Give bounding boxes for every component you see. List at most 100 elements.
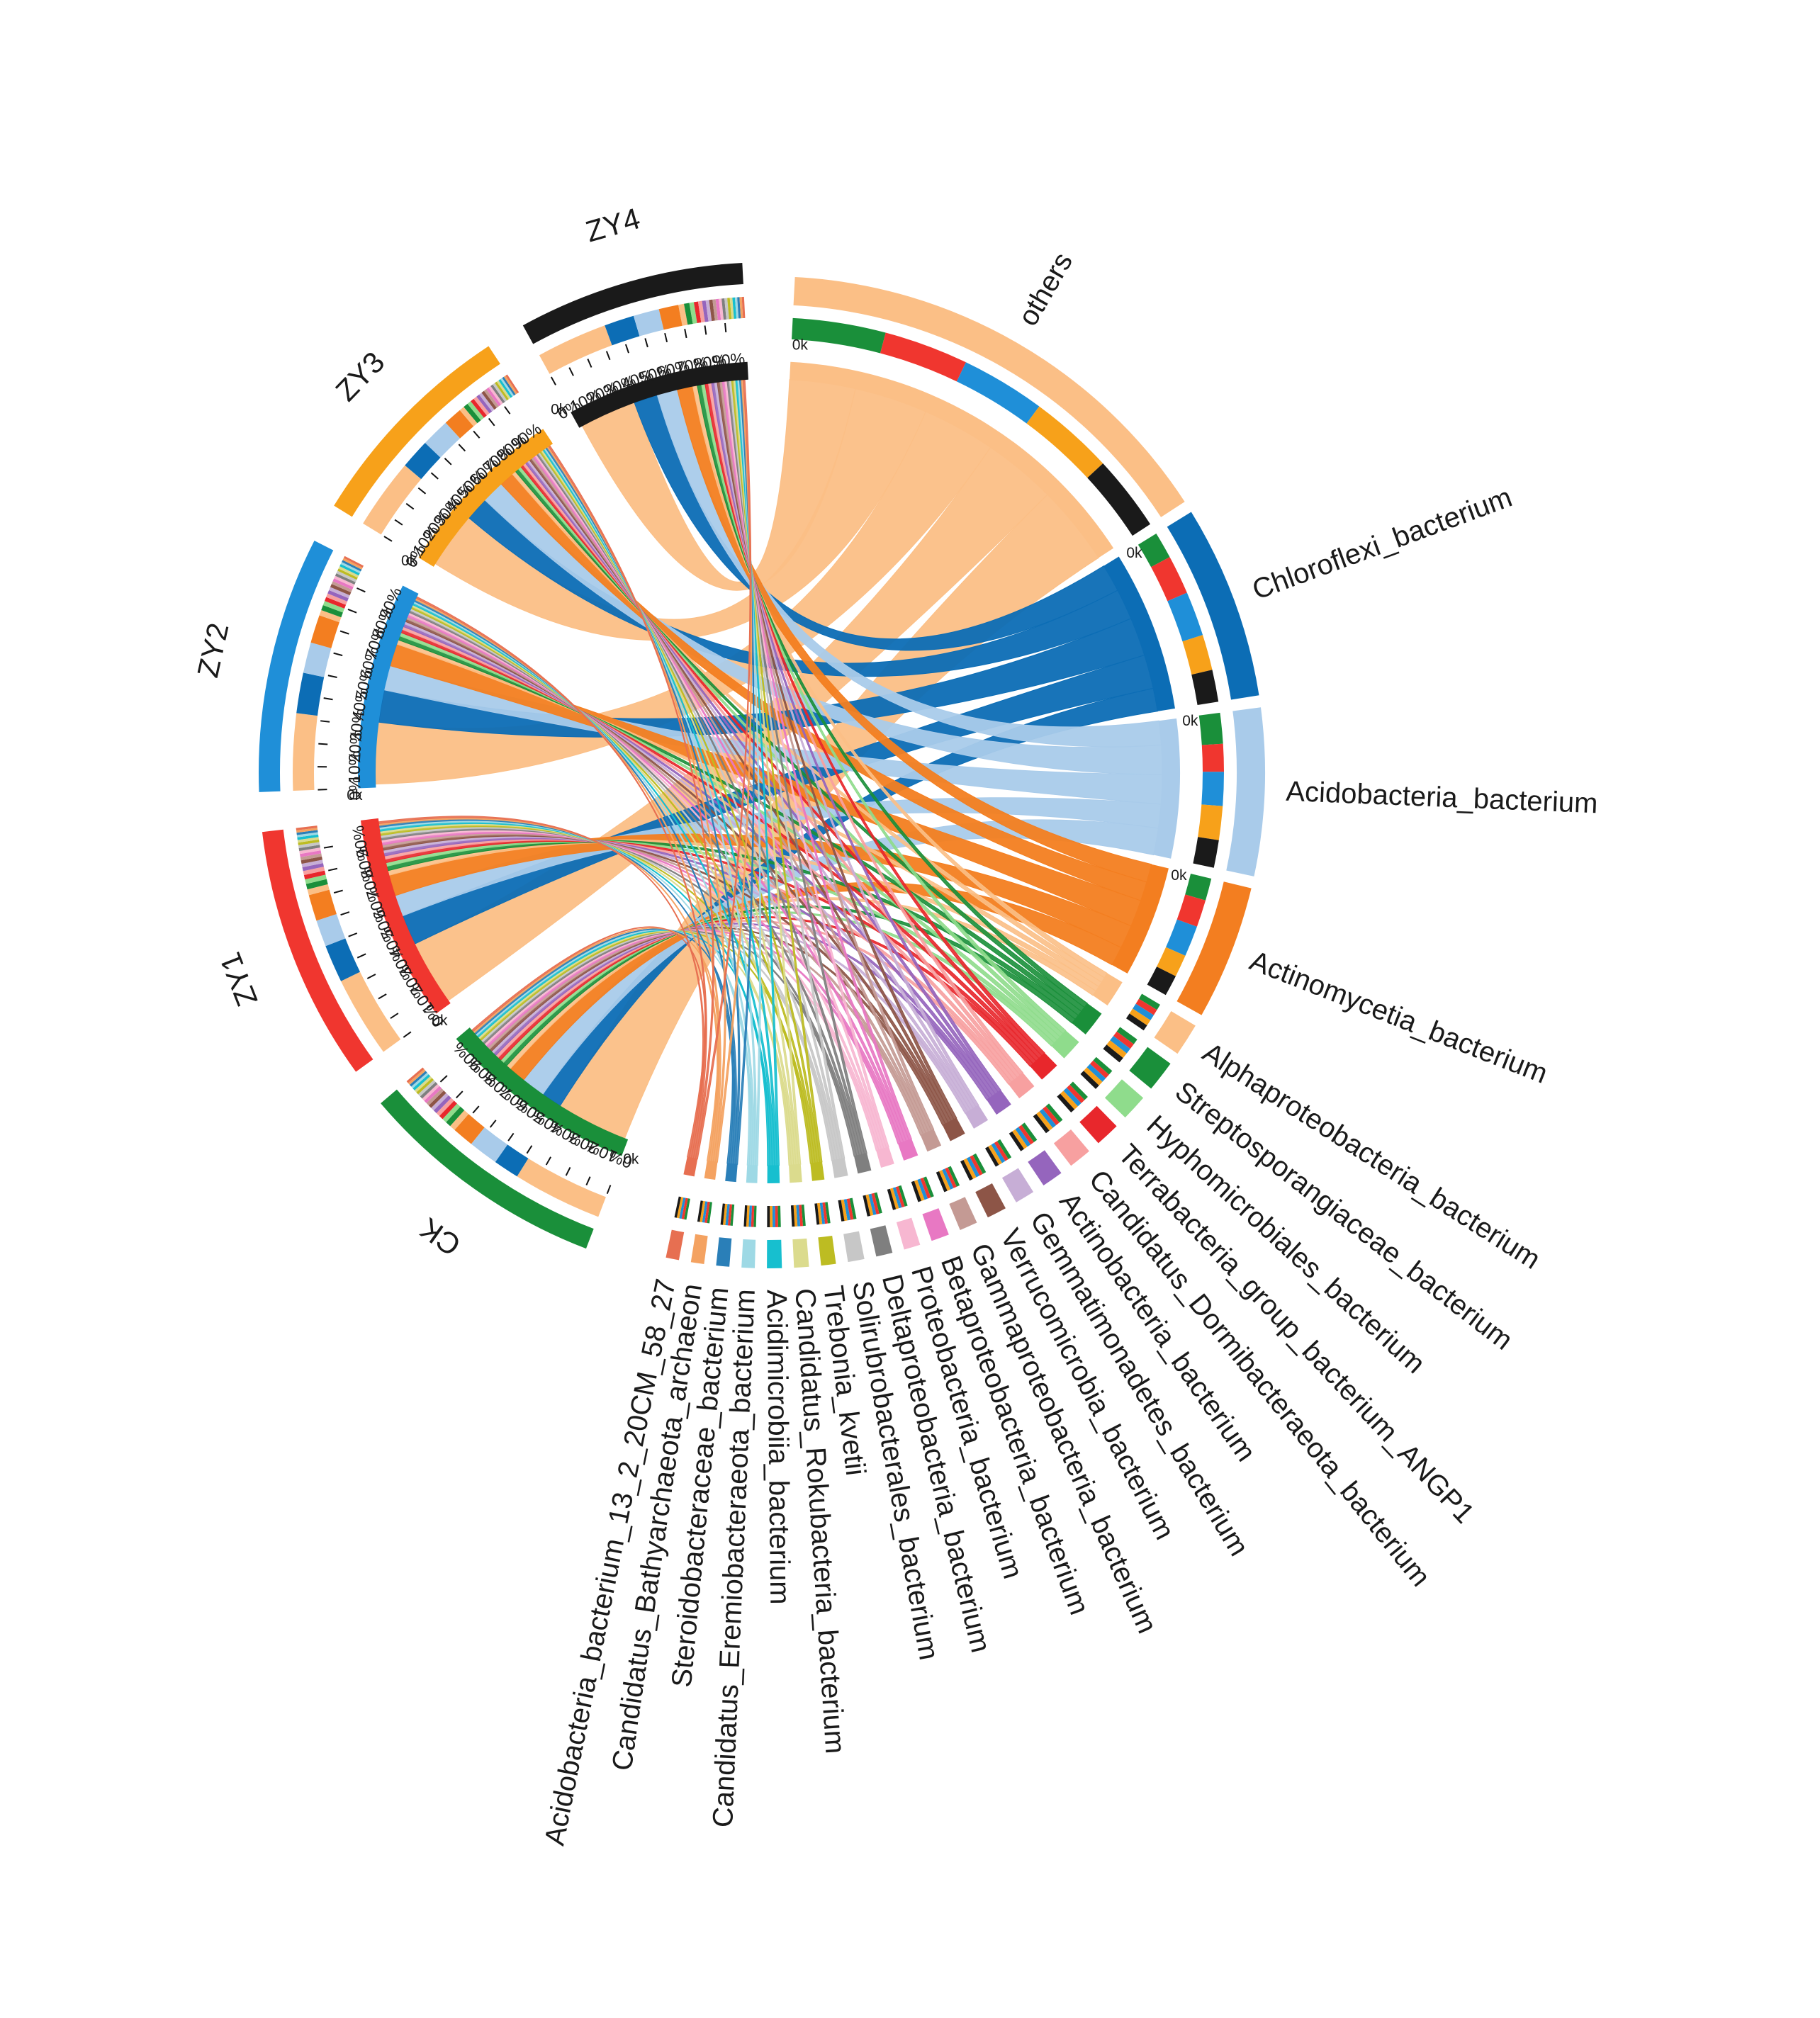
chord-Candidatus_Rokubacteria_bacterium-CK — [478, 930, 792, 1166]
taxon-composition-Gemmatimonadetes_bacterium-CK — [996, 1139, 1012, 1159]
sample-composition-ZY4-Candidatus_Eremiobacteraeota_bacterium — [734, 297, 739, 319]
sample-composition-ZY1-Hyphomicrobiales_bacterium — [305, 874, 327, 884]
taxon-composition-Trebonia_kvetii-ZY3 — [816, 1202, 823, 1225]
sample-composition-CK-Acidimicrobiia_bacterium — [412, 1074, 431, 1090]
sample-composition-CK-Candidatus_Eremiobacteraeota_bacterium — [411, 1072, 429, 1089]
taxon-composition-Betaproteobacteria_bacterium-ZY4 — [911, 1180, 922, 1202]
taxon-composition-Hyphomicrobiales_bacterium-ZY4 — [1080, 1071, 1099, 1089]
taxon-composition-Acidimicrobiia_bacterium-ZY2 — [772, 1205, 776, 1227]
tick-mark — [390, 1013, 399, 1020]
sample-composition-ZY2-Acidimicrobiia_bacterium — [339, 563, 360, 576]
taxon-outer-Acidimicrobiia_bacterium — [767, 1239, 782, 1268]
taxon-arc-Verrucomicrobia_bacterium — [942, 1117, 965, 1142]
chord-Steroidobacteraceae_bacterium-ZY4 — [735, 379, 755, 1165]
taxon-outer-others — [793, 276, 1185, 517]
taxon-arc-Betaproteobacteria_bacterium — [898, 1139, 919, 1161]
sample-composition-ZY2-Deltaproteobacteria_bacterium — [335, 573, 356, 585]
taxon-composition-Acidobacteria_bacterium_13_2_20CM_58_27-CK — [684, 1198, 690, 1220]
taxon-composition-Candidatus_Eremiobacteraeota_bacterium-ZY3 — [746, 1205, 750, 1227]
sample-composition-ZY2-Actinobacteria_bacterium — [327, 590, 349, 602]
sample-composition-ZY1-Streptosporangiaceae_bacterium — [305, 879, 328, 890]
tick-label: 30% — [346, 708, 368, 743]
taxon-arc-Terrabacteria_group_bacterium_ANGP1 — [1030, 1052, 1057, 1080]
chord-Acidimicrobiia_bacterium-ZY3 — [542, 449, 777, 1166]
sample-composition-ZY2-Candidatus_Eremiobacteraeota_bacterium — [340, 562, 361, 574]
sample-composition-ZY4-Acidobacteria_bacterium — [633, 309, 664, 337]
taxon-composition-Actinomycetia_bacterium-ZY2 — [1166, 919, 1197, 956]
tick-mark — [333, 652, 343, 657]
sample-label-CK: CK — [414, 1212, 467, 1263]
sample-outer-ZY3 — [334, 346, 500, 517]
sample-composition-ZY3-Actinomycetia_bacterium — [445, 410, 474, 439]
sample-composition-CK-Candidatus_Dormibacteraeota_bacterium — [436, 1098, 454, 1117]
taxon-arc-Steroidobacteraceae_bacterium — [725, 1163, 738, 1183]
taxon-arc-Chloroflexi_bacterium — [1103, 556, 1175, 711]
taxon-composition-Proteobacteria_bacterium-ZY4 — [887, 1188, 897, 1210]
tick-label: 20% — [345, 729, 366, 763]
taxon-composition-Candidatus_Bathyarchaeota_archaeon-ZY1 — [704, 1201, 710, 1224]
sample-composition-ZY3-Candidatus_Dormibacteraeota_bacterium — [473, 396, 490, 416]
sample-composition-ZY2-Candidatus_Rokubacteria_bacterium — [338, 566, 359, 578]
taxon-composition-Candidatus_Eremiobacteraeota_bacterium-ZY4 — [743, 1205, 748, 1227]
taxon-composition-Terrabacteria_group_bacterium_ANGP1-ZY4 — [1057, 1093, 1075, 1113]
chord-Streptosporangiaceae_bacterium-ZY4 — [697, 384, 1088, 1008]
taxon-composition-Actinobacteria_bacterium-ZY1 — [1018, 1124, 1034, 1145]
chord-Acidobacteria_bacterium-ZY4 — [656, 389, 1162, 748]
taxon-composition-Betaproteobacteria_bacterium-ZY1 — [920, 1177, 931, 1199]
tick-mark — [348, 932, 358, 937]
tick-mark — [606, 1185, 612, 1195]
scale-label: 0k — [1182, 713, 1198, 729]
taxon-composition-Proteobacteria_bacterium-ZY2 — [892, 1187, 902, 1209]
taxon-composition-Deltaproteobacteria_bacterium-ZY2 — [868, 1193, 877, 1215]
taxon-composition-Terrabacteria_group_bacterium_ANGP1-CK — [1069, 1081, 1088, 1100]
sample-composition-CK-Deltaproteobacteria_bacterium — [420, 1082, 438, 1099]
sample-composition-ZY4-Alphaproteobacteria_bacterium — [678, 303, 688, 326]
sample-composition-ZY3-others — [363, 465, 422, 535]
taxon-composition-Candidatus_Bathyarchaeota_archaeon-CK — [707, 1202, 712, 1224]
taxon-composition-Gemmatimonadetes_bacterium-ZY2 — [991, 1143, 1006, 1163]
sample-composition-ZY4-Verrucomicrobia_bacterium — [709, 299, 715, 322]
taxon-arc-Acidobacteria_bacterium_13_2_20CM_58_27 — [683, 1156, 698, 1177]
taxon-composition-Acidobacteria_bacterium-ZY2 — [1201, 772, 1224, 806]
taxon-composition-Gammaproteobacteria_bacterium-ZY2 — [942, 1168, 954, 1190]
sample-composition-ZY3-Deltaproteobacteria_bacterium — [490, 384, 505, 404]
taxon-composition-Chloroflexi_bacterium-ZY3 — [1182, 635, 1213, 675]
sample-composition-ZY1-Acidobacteria_bacterium — [316, 913, 346, 947]
chord-others-ZY3 — [434, 388, 926, 641]
taxon-composition-Solirubrobacterales_bacterium-ZY4 — [838, 1200, 845, 1222]
sample-composition-ZY4-Proteobacteria_bacterium — [719, 298, 724, 320]
sample-composition-ZY2-Solirubrobacterales_bacterium — [336, 570, 357, 582]
sample-composition-CK-Actinobacteria_bacterium — [433, 1095, 451, 1113]
taxon-arc-Trebonia_kvetii — [810, 1161, 825, 1181]
sample-composition-CK-Gammaproteobacteria_bacterium — [426, 1088, 444, 1106]
taxon-composition-Gammaproteobacteria_bacterium-ZY3 — [938, 1170, 951, 1191]
sample-composition-ZY3-Gemmatimonadetes_bacterium — [478, 393, 495, 412]
tick-mark — [405, 502, 415, 510]
sample-composition-ZY4-Solirubrobacterales_bacterium — [724, 298, 729, 320]
sample-composition-CK-Trebonia_kvetii — [416, 1078, 434, 1095]
sample-composition-ZY1-Deltaproteobacteria_bacterium — [298, 845, 320, 852]
tick-mark — [339, 630, 349, 635]
taxon-composition-Deltaproteobacteria_bacterium-ZY4 — [863, 1195, 871, 1217]
tick-mark — [587, 359, 592, 368]
tick-mark — [585, 1176, 591, 1185]
taxon-arc-others — [790, 361, 1114, 558]
tick-mark — [328, 867, 338, 872]
scale-label: 0k — [623, 1151, 639, 1168]
taxon-composition-Alphaproteobacteria_bacterium-CK — [1138, 993, 1160, 1010]
sample-composition-ZY4-Acidimicrobiia_bacterium — [732, 297, 737, 319]
taxon-composition-Gammaproteobacteria_bacterium-ZY4 — [936, 1171, 948, 1193]
sample-composition-CK-Alphaproteobacteria_bacterium — [450, 1110, 469, 1130]
sample-composition-ZY3-Acidimicrobiia_bacterium — [498, 378, 513, 398]
sample-composition-ZY3-Trebonia_kvetii — [495, 381, 509, 401]
sample-composition-CK-Acidobacteria_bacterium_13_2_20CM_58_27 — [406, 1067, 425, 1083]
taxon-composition-others-ZY3 — [1026, 406, 1103, 478]
taxon-composition-others-ZY2 — [956, 362, 1040, 424]
sample-composition-ZY4-Betaproteobacteria_bacterium — [715, 298, 721, 321]
taxon-composition-Actinobacteria_bacterium-CK — [1021, 1122, 1038, 1142]
sample-composition-ZY1-Gemmatimonadetes_bacterium — [301, 859, 323, 868]
chord-Acidobacteria_bacterium_13_2_20CM_58_27-ZY3 — [548, 445, 714, 1159]
tick-mark — [403, 1031, 412, 1038]
tick-mark — [568, 367, 574, 376]
